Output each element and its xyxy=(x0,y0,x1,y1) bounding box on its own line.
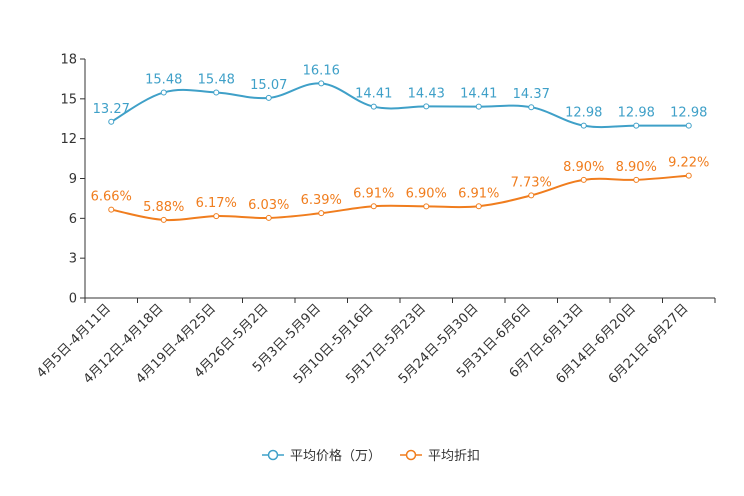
data-point xyxy=(528,192,535,199)
data-label: 14.41 xyxy=(355,87,392,102)
data-point xyxy=(580,176,587,183)
data-point xyxy=(318,80,325,87)
data-point xyxy=(108,118,115,125)
y-tick-label: 6 xyxy=(69,212,77,227)
y-tick-label: 15 xyxy=(60,92,77,107)
data-label: 16.16 xyxy=(303,63,340,78)
legend-label: 平均价格（万） xyxy=(290,448,381,464)
data-label: 12.98 xyxy=(670,106,707,121)
data-point xyxy=(423,203,430,210)
series-line-1 xyxy=(111,174,689,222)
data-point xyxy=(528,104,535,111)
data-label: 15.48 xyxy=(145,72,182,87)
data-label: 6.39% xyxy=(301,193,342,208)
data-label: 6.90% xyxy=(406,186,447,201)
data-point xyxy=(318,210,325,217)
y-tick-label: 18 xyxy=(60,53,77,68)
data-label: 5.88% xyxy=(143,200,184,215)
data-point xyxy=(580,122,587,129)
data-point xyxy=(370,103,377,110)
data-point xyxy=(633,122,640,129)
data-label: 9.22% xyxy=(668,156,709,171)
y-tick-label: 12 xyxy=(60,132,77,147)
data-point xyxy=(108,206,115,213)
legend-label: 平均折扣 xyxy=(428,449,480,464)
data-point xyxy=(475,103,482,110)
data-point xyxy=(160,89,167,96)
legend-marker xyxy=(405,449,417,461)
data-label: 14.37 xyxy=(513,87,550,102)
data-label: 7.73% xyxy=(511,175,552,190)
data-label: 12.98 xyxy=(618,106,655,121)
data-point xyxy=(685,172,692,179)
data-point xyxy=(370,203,377,210)
data-point xyxy=(160,216,167,223)
data-point xyxy=(265,94,272,101)
data-label: 15.48 xyxy=(198,72,235,87)
series-line-0 xyxy=(110,82,689,129)
data-label: 15.07 xyxy=(250,78,287,93)
data-point xyxy=(423,103,430,110)
data-label: 6.66% xyxy=(91,190,132,205)
data-point xyxy=(265,214,272,221)
data-point xyxy=(475,203,482,210)
data-label: 6.17% xyxy=(196,196,237,211)
data-label: 14.43 xyxy=(408,86,445,101)
data-label: 6.03% xyxy=(248,198,289,213)
legend-marker xyxy=(267,449,279,461)
data-label: 12.98 xyxy=(565,106,602,121)
y-tick-label: 3 xyxy=(69,252,77,267)
data-label: 6.91% xyxy=(353,186,394,201)
data-label: 6.91% xyxy=(458,186,499,201)
data-point xyxy=(213,89,220,96)
y-tick-label: 9 xyxy=(69,172,77,187)
data-point xyxy=(685,122,692,129)
data-label: 8.90% xyxy=(616,160,657,175)
y-tick-label: 0 xyxy=(69,292,77,307)
data-point xyxy=(213,213,220,220)
data-point xyxy=(633,176,640,183)
data-label: 8.90% xyxy=(563,160,604,175)
data-label: 14.41 xyxy=(460,87,497,102)
data-label: 13.27 xyxy=(93,102,130,117)
